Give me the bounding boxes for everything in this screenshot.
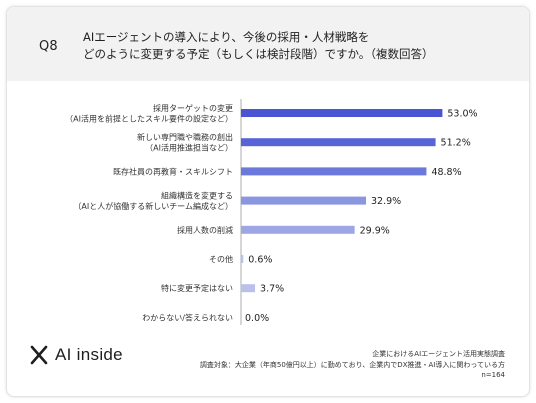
category-label-1-0: 新しい専門職や職務の創出 (137, 132, 233, 142)
bar-5 (241, 255, 244, 263)
bar-4 (241, 225, 355, 234)
category-label-0-0: 採用ターゲットの変更 (153, 103, 233, 113)
category-label-3-1: （AIと人が協働する新しいチーム編成など） (73, 201, 233, 211)
category-label-1-1: （AI活用推進担当など） (145, 142, 233, 152)
value-label-6: 3.7% (260, 284, 284, 295)
ai-inside-x-icon (30, 345, 48, 365)
bar-1 (241, 138, 436, 147)
footer-target: 調査対象：大企業（年商50億円以上）に勤めており、企業内でDX推進・AI導入に関… (199, 360, 505, 369)
question-title-line1: AIエージェントの導入により、今後の採用・人材戦略を (83, 30, 370, 44)
slide: Q8 AIエージェントの導入により、今後の採用・人材戦略を どのように変更する予… (6, 6, 530, 397)
value-label-2: 48.8% (431, 167, 461, 178)
value-label-1: 51.2% (441, 138, 471, 149)
category-label-5-0: その他 (209, 254, 233, 264)
question-title: AIエージェントの導入により、今後の採用・人材戦略を どのように変更する予定（も… (83, 29, 503, 63)
footer-survey-name: 企業におけるAIエージェント活用実態調査 (372, 350, 505, 358)
value-label-3: 32.9% (371, 196, 401, 207)
bar-6 (241, 284, 256, 293)
bar-chart: 53.0% 採用ターゲットの変更（AI活用を前提としたスキル要件の設定など） 51.… (65, 99, 478, 325)
question-title-line2: どのように変更する予定（もしくは検討段階）ですか。（複数回答） (83, 47, 434, 61)
category-label-2-0: 既存社員の再教育・スキルシフト (113, 166, 233, 176)
survey-footer: 企業におけるAIエージェント活用実態調査 調査対象：大企業（年商50億円以上）に… (200, 349, 505, 381)
question-number: Q8 (39, 39, 58, 54)
value-label-5: 0.6% (248, 255, 272, 266)
question-header: Q8 AIエージェントの導入により、今後の採用・人材戦略を どのように変更する予… (7, 7, 529, 81)
logo-text: AI inside (55, 345, 123, 364)
footer-sample-size: n=164 (481, 371, 505, 379)
category-label-3-0: 組織構造を変更する (161, 190, 233, 200)
category-label-0-1: （AI活用を前提としたスキル要件の設定など） (65, 113, 233, 123)
value-label-4: 29.9% (360, 225, 390, 236)
ai-inside-logo: AI inside (29, 345, 123, 365)
bar-3 (241, 196, 367, 205)
category-label-4-0: 採用人数の削減 (177, 225, 233, 235)
value-label-7: 0.0% (245, 313, 269, 324)
bar-2 (241, 167, 427, 176)
value-label-0: 53.0% (447, 109, 477, 120)
category-label-6-0: 特に変更予定はない (161, 283, 233, 293)
bar-0 (241, 109, 443, 117)
category-label-7-0: わからない/答えられない (142, 312, 233, 322)
